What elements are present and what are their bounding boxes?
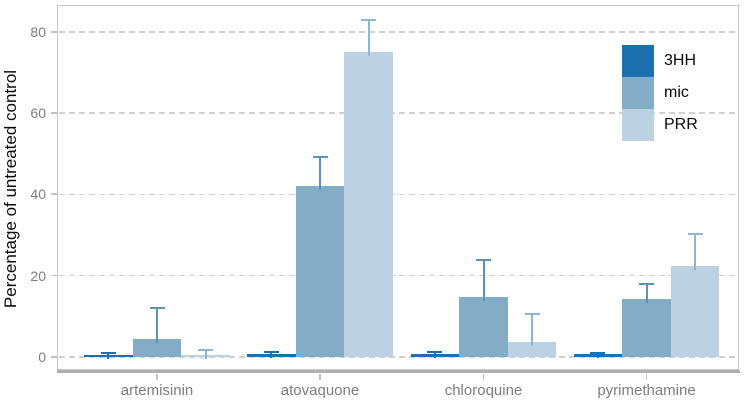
error-cap-3HH-pyrimethamine bbox=[590, 351, 606, 354]
x-axis-line bbox=[57, 370, 740, 373]
error-whisker-3HH-chloroquine bbox=[433, 351, 436, 358]
error-cap-3HH-atovaquone bbox=[263, 351, 279, 354]
bar-PRR-pyrimethamine bbox=[670, 265, 720, 357]
error-cap-PRR-artemisinin bbox=[198, 349, 214, 352]
x-category-label-chloroquine: chloroquine bbox=[444, 382, 523, 399]
error-whisker-mic-pyrimethamine bbox=[645, 284, 648, 304]
y-axis-tick bbox=[51, 274, 57, 277]
gridline-y0 bbox=[59, 356, 738, 358]
legend-label-3HH: 3HH bbox=[664, 52, 697, 69]
x-axis-tick bbox=[156, 373, 158, 380]
bar-PRR-chloroquine bbox=[507, 341, 557, 357]
x-axis-tick bbox=[482, 373, 485, 380]
gridline-y20 bbox=[59, 274, 738, 277]
x-category-label-atovaquone: atovaquone bbox=[280, 382, 360, 399]
legend-swatch-PRR bbox=[622, 109, 654, 141]
error-cap-mic-atovaquone bbox=[312, 156, 328, 159]
bar-mic-chloroquine bbox=[459, 296, 508, 357]
error-cap-mic-chloroquine bbox=[476, 259, 491, 262]
error-cap-PRR-chloroquine bbox=[524, 313, 540, 316]
y-tick-label: 60 bbox=[30, 105, 46, 122]
error-whisker-mic-artemisinin bbox=[156, 308, 158, 344]
y-tick-label: 40 bbox=[30, 186, 46, 203]
x-category-label-artemisinin: artemisinin bbox=[120, 382, 194, 399]
error-cap-mic-pyrimethamine bbox=[639, 283, 654, 286]
gridline-y80 bbox=[59, 31, 738, 33]
legend-label-mic: mic bbox=[664, 84, 689, 101]
gridline-y40 bbox=[59, 193, 738, 196]
legend-swatch-3HH bbox=[622, 45, 654, 77]
x-axis-tick bbox=[319, 373, 321, 380]
error-cap-3HH-chloroquine bbox=[427, 350, 443, 353]
gridline-y60 bbox=[59, 112, 738, 114]
legend-swatch-mic bbox=[622, 77, 654, 109]
y-axis-tick bbox=[51, 30, 57, 33]
error-whisker-mic-chloroquine bbox=[482, 260, 485, 301]
error-whisker-3HH-artemisinin bbox=[107, 353, 110, 359]
error-cap-PRR-pyrimethamine bbox=[687, 232, 703, 235]
error-whisker-3HH-atovaquone bbox=[270, 352, 273, 358]
bar-mic-pyrimethamine bbox=[622, 299, 671, 357]
y-tick-label: 80 bbox=[30, 23, 46, 40]
panel-border bbox=[57, 5, 739, 370]
error-whisker-mic-atovaquone bbox=[319, 157, 321, 191]
error-whisker-PRR-artemisinin bbox=[204, 350, 207, 359]
bar-mic-artemisinin bbox=[132, 339, 182, 357]
x-category-label-pyrimethamine: pyrimethamine bbox=[597, 382, 696, 399]
error-whisker-PRR-atovaquone bbox=[367, 20, 370, 57]
x-axis-tick bbox=[645, 373, 648, 380]
error-whisker-PRR-pyrimethamine bbox=[694, 233, 697, 270]
error-cap-mic-artemisinin bbox=[149, 307, 165, 310]
y-tick-label: 0 bbox=[38, 348, 46, 365]
error-cap-3HH-artemisinin bbox=[100, 352, 116, 355]
error-cap-PRR-atovaquone bbox=[361, 19, 377, 22]
bar-mic-atovaquone bbox=[295, 186, 345, 357]
legend-label-PRR: PRR bbox=[664, 116, 698, 133]
bar-PRR-atovaquone bbox=[344, 52, 393, 357]
error-whisker-PRR-chloroquine bbox=[531, 314, 534, 346]
y-axis-tick bbox=[51, 355, 57, 358]
error-whisker-3HH-pyrimethamine bbox=[596, 352, 599, 359]
y-axis-tick bbox=[51, 193, 57, 196]
y-tick-label: 20 bbox=[30, 267, 46, 284]
y-axis-tick bbox=[51, 112, 57, 114]
